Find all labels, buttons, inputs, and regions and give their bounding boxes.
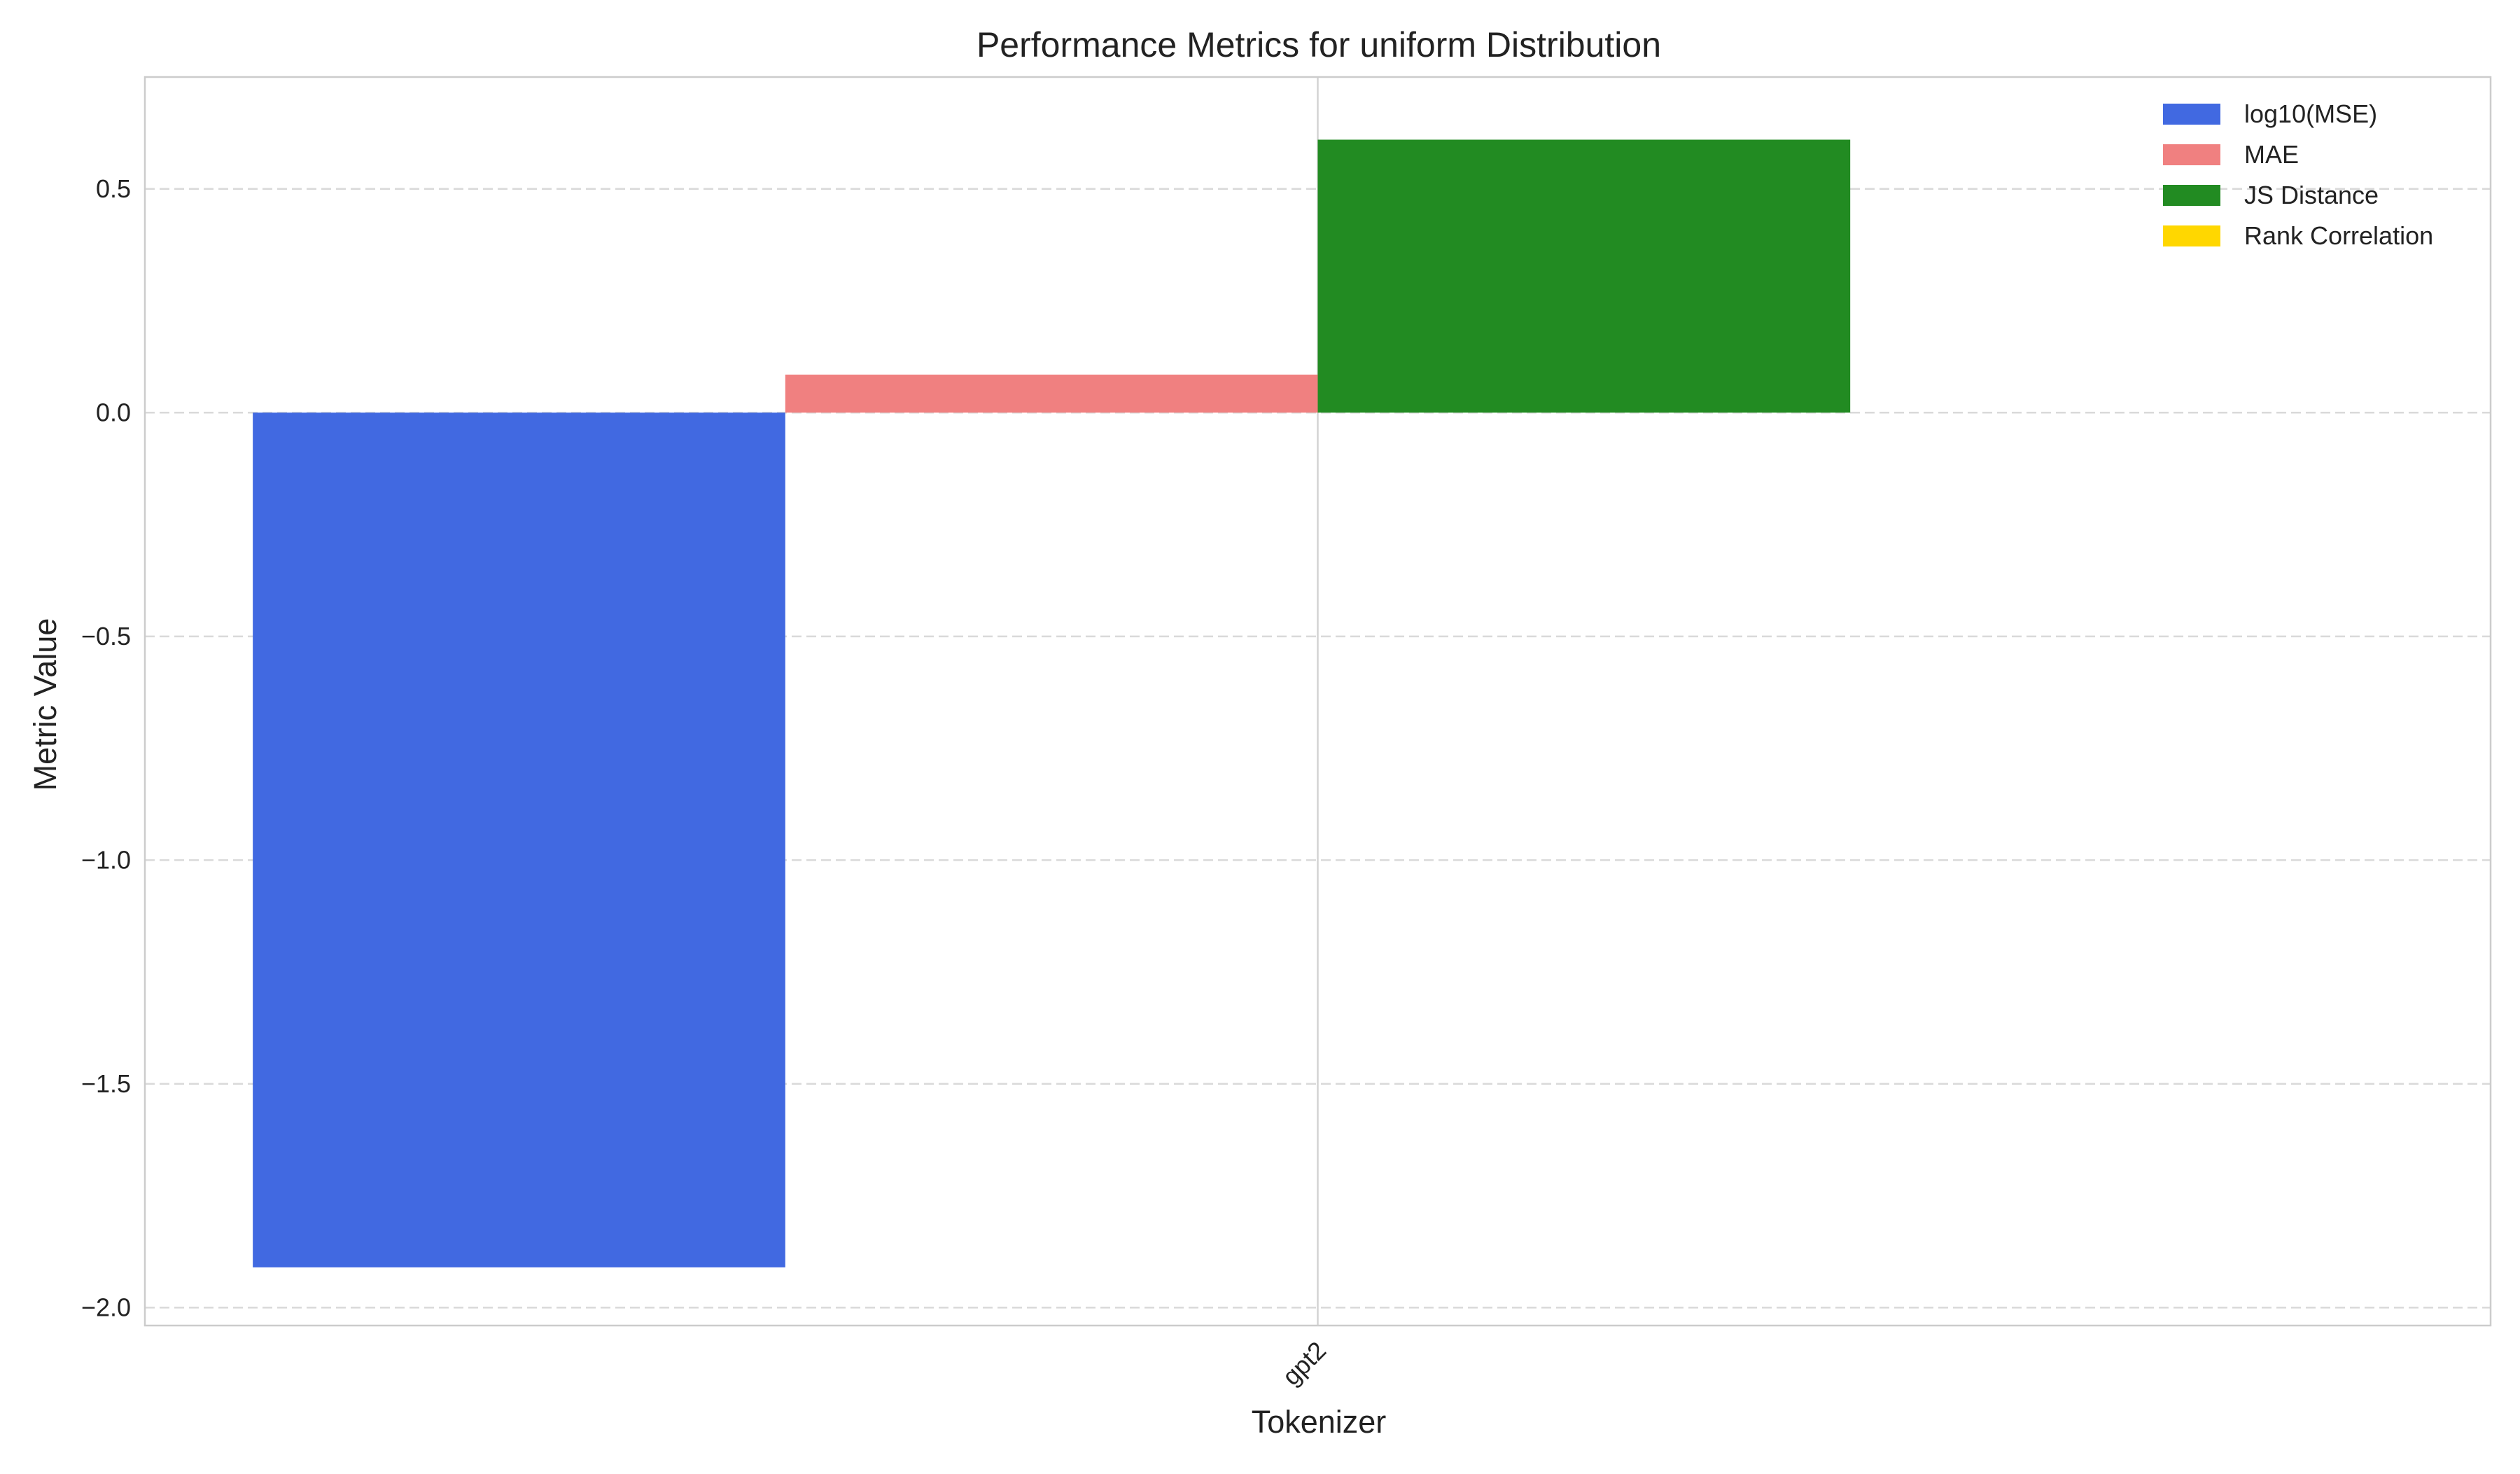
bar-log10-mse	[253, 412, 785, 1267]
legend: log10(MSE) MAE JS Distance Rank Correlation	[2163, 99, 2433, 250]
plot-area	[144, 76, 2492, 1327]
legend-label: Rank Correlation	[2244, 221, 2433, 250]
legend-label: MAE	[2244, 140, 2299, 169]
y-tick-label: −1.5	[81, 1069, 131, 1098]
y-tick-label: 0.0	[96, 398, 131, 426]
chart-title: Performance Metrics for uniform Distribu…	[976, 25, 1661, 64]
bar-mae	[785, 374, 1318, 413]
legend-swatch	[2163, 185, 2220, 206]
y-tick-label: −2.0	[81, 1293, 131, 1321]
legend-swatch	[2163, 144, 2220, 165]
y-tick-label: −0.5	[81, 622, 131, 651]
y-tick-label: −1.0	[81, 845, 131, 874]
legend-swatch	[2163, 225, 2220, 246]
legend-swatch	[2163, 104, 2220, 125]
x-axis-label: Tokenizer	[1252, 1404, 1387, 1440]
bar-js-distance	[1317, 139, 1851, 413]
y-tick-label: 0.5	[96, 174, 131, 203]
y-axis-label: Metric Value	[27, 618, 63, 791]
legend-label: log10(MSE)	[2244, 99, 2377, 128]
legend-label: JS Distance	[2244, 181, 2379, 209]
